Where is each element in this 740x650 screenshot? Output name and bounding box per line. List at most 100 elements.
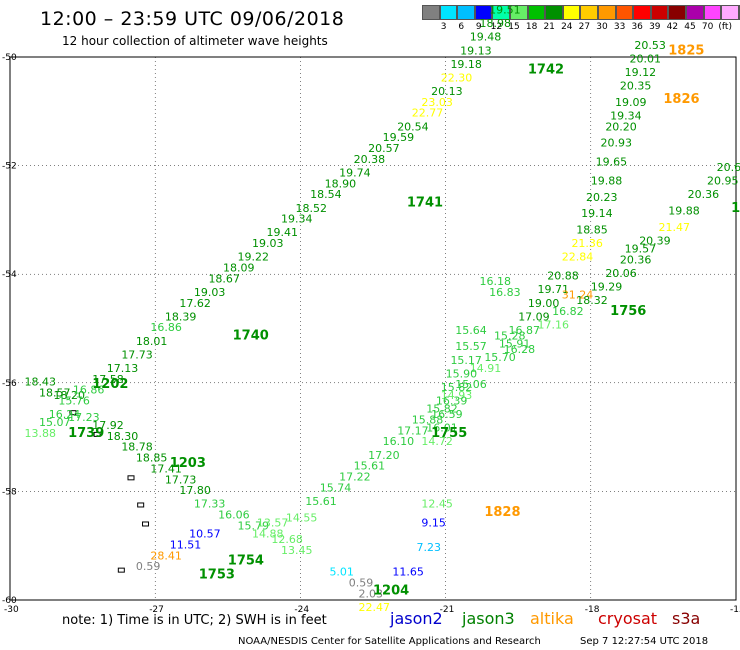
- wave-height-label: 15.70: [484, 351, 516, 364]
- chart-title: 12:00 – 23:59 UTC 09/06/2018: [40, 8, 345, 30]
- wave-height-label: 11.51: [170, 538, 202, 551]
- wave-height-label: 16.28: [504, 343, 536, 356]
- color-scale-swatch: [633, 5, 651, 20]
- wave-height-label: 17.20: [368, 449, 400, 462]
- wave-height-label: 19.21: [499, 0, 530, 3]
- wave-height-label: 15.91: [499, 338, 530, 351]
- wave-height-label: 16.59: [431, 408, 463, 421]
- wave-height-label: 17.16: [538, 319, 570, 332]
- pass-time-label: 1739: [68, 426, 104, 441]
- color-scale-swatch: [580, 5, 598, 20]
- wave-height-label: 17.62: [179, 297, 211, 310]
- wave-height-label: 17.23: [68, 411, 100, 424]
- wave-height-label: 17.58: [92, 373, 124, 386]
- wave-height-label: 17.33: [194, 498, 226, 511]
- wave-height-label: 15.82: [426, 403, 458, 416]
- wave-height-label: 21.47: [659, 221, 691, 234]
- wave-height-label: 0.59: [349, 576, 374, 589]
- pass-time-label: 1753: [199, 567, 235, 582]
- wave-height-label: 16.24: [49, 408, 81, 421]
- timestamp-text: Sep 7 12:27:54 UTC 2018: [580, 636, 709, 647]
- wave-height-label: 23.03: [421, 96, 453, 109]
- wave-height-label: 20.20: [605, 120, 637, 133]
- color-scale-bar: [422, 5, 740, 20]
- wave-height-label: 19.74: [339, 166, 371, 179]
- wave-height-label: 15.79: [237, 519, 268, 532]
- color-scale-swatch: [703, 5, 722, 20]
- wave-height-label: 20.23: [586, 191, 618, 204]
- color-scale-label: 9: [475, 22, 482, 32]
- color-scale-label: 3: [440, 22, 447, 32]
- wave-height-label: 19.00: [528, 297, 560, 310]
- wave-height-label: 18.43: [25, 376, 57, 389]
- wave-height-label: 20.54: [397, 120, 429, 133]
- legend-item: jason3: [462, 609, 515, 628]
- wave-height-label: 19.34: [281, 213, 313, 226]
- wave-height-label: 18.52: [296, 202, 328, 215]
- wave-height-label: 20.35: [620, 80, 652, 93]
- color-scale-swatch: [492, 5, 510, 20]
- wave-height-label: 18.30: [107, 430, 139, 443]
- wave-height-label: 17.09: [518, 310, 550, 323]
- color-scale-label: 36: [631, 22, 643, 32]
- wave-height-label: 15.82: [441, 381, 473, 394]
- color-scale-label: (ft): [718, 22, 732, 32]
- wave-height-label: 16.83: [489, 286, 521, 299]
- wave-height-label: 15.74: [320, 481, 352, 494]
- color-scale-label: 18: [525, 22, 538, 32]
- pass-time-label: 1754: [228, 554, 264, 569]
- wave-height-label: 20.88: [547, 270, 579, 283]
- wave-height-label: 12.68: [271, 533, 303, 546]
- pass-time-label: 1742: [528, 62, 564, 77]
- pass-time-label: 1202: [92, 377, 128, 392]
- x-tick-label: -30: [4, 605, 19, 615]
- color-scale-swatch: [650, 5, 669, 20]
- wave-height-label: 18.39: [165, 310, 197, 323]
- pass-time-label: 1203: [170, 456, 206, 471]
- footer-note: note: 1) Time is in UTC; 2) SWH is in fe…: [62, 613, 327, 628]
- wave-height-label: 15.88: [412, 414, 444, 427]
- wave-height-label: 17.22: [339, 471, 371, 484]
- wave-height-label: 19.22: [237, 251, 268, 264]
- wave-height-label: 16.82: [552, 305, 584, 318]
- wave-height-label: 20.60: [717, 161, 740, 174]
- wave-height-label: 19.13: [460, 44, 492, 57]
- wave-height-label: 20.13: [431, 85, 463, 98]
- color-scale-swatch: [545, 5, 563, 20]
- color-scale-swatch: [738, 5, 740, 20]
- x-tick-label: -27: [149, 605, 164, 615]
- wave-height-label: 20.36: [620, 253, 652, 266]
- color-scale-labels: 3 6 9 12 15 18 21 24 27 30 33 36 39 42 45 70 (ft): [422, 22, 740, 34]
- island-outline: [69, 410, 77, 416]
- wave-height-label: 13.45: [281, 544, 313, 557]
- wave-height-label: 14.91: [470, 362, 502, 375]
- y-tick-label: -52: [2, 162, 17, 172]
- wave-height-label: 18.20: [54, 389, 85, 402]
- wave-height-label: 14.93: [441, 389, 473, 402]
- color-scale-swatch: [597, 5, 616, 20]
- wave-height-label: 17.13: [107, 362, 139, 375]
- wave-height-label: 19.48: [470, 31, 502, 44]
- wave-height-label: 16.86: [73, 384, 105, 397]
- wave-height-label: 19.65: [596, 156, 628, 169]
- wave-height-label: 28.41: [150, 549, 182, 562]
- wave-height-label: 13.57: [257, 517, 289, 530]
- pass-time-label: 1741: [407, 195, 443, 210]
- wave-height-label: 16.06: [218, 509, 250, 522]
- color-scale-swatch: [668, 5, 686, 20]
- color-scale-label: 12: [490, 22, 503, 32]
- pass-time-label: 1826: [663, 92, 699, 107]
- pass-time-label: 1756: [610, 304, 646, 319]
- color-scale-swatch: [422, 5, 440, 20]
- wave-height-label: 19.18: [450, 58, 482, 71]
- wave-height-label: 20.57: [368, 142, 400, 155]
- wave-height-label: 15.17: [450, 354, 482, 367]
- color-scale-swatch: [474, 5, 493, 20]
- wave-height-label: 22.84: [562, 251, 594, 264]
- wave-height-label: 18.54: [310, 188, 342, 201]
- wave-height-label: 18.98: [479, 17, 511, 30]
- wave-height-label: 18.09: [223, 261, 255, 274]
- wave-height-label: 17.92: [92, 419, 124, 432]
- color-scale-swatch: [509, 5, 528, 20]
